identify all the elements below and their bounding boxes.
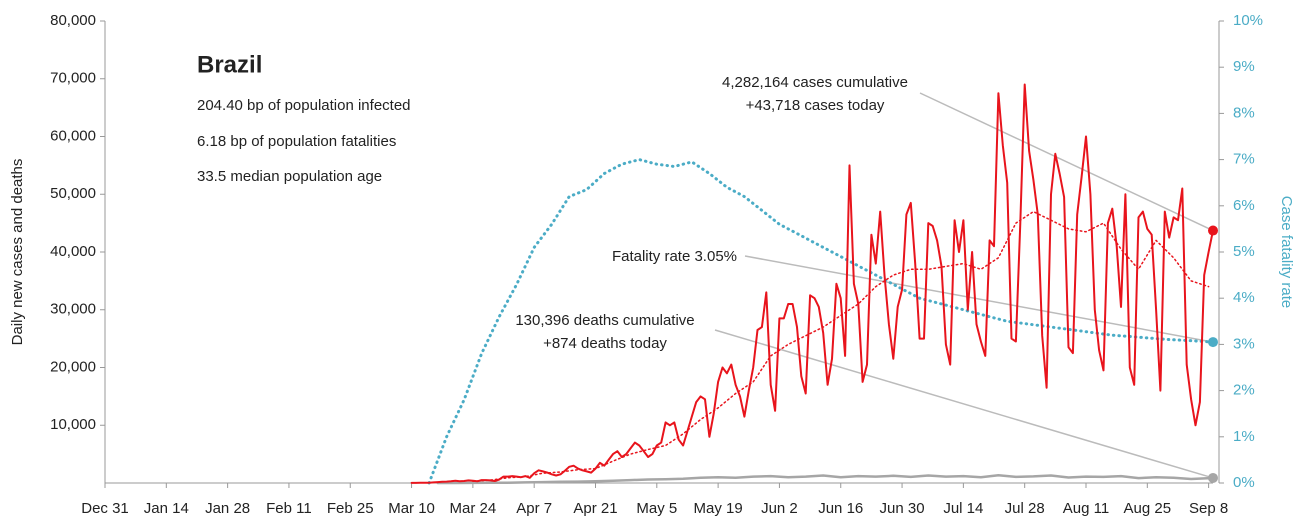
end-marker: [1208, 225, 1218, 236]
x-tick-label: Jan 28: [205, 500, 250, 517]
x-tick-label: Apr 21: [573, 500, 617, 517]
y-tick-label: 30,000: [50, 301, 96, 318]
x-tick-label: Aug 25: [1124, 500, 1172, 517]
y2-tick-label: 4%: [1233, 289, 1255, 306]
x-tick-label: Jun 16: [818, 500, 863, 517]
x-tick-label: May 19: [694, 500, 743, 517]
y-tick-label: 10,000: [50, 416, 96, 433]
x-tick-label: Mar 10: [388, 500, 435, 517]
info-line: 6.18 bp of population fatalities: [197, 133, 396, 150]
series-line: [436, 473, 1215, 485]
y2-axis-label: Case fatality rate: [1278, 196, 1295, 309]
x-tick-label: Feb 25: [327, 500, 374, 517]
x-tick-label: Jun 30: [880, 500, 925, 517]
y-tick-label: 50,000: [50, 185, 96, 202]
y2-tick-label: 3%: [1233, 335, 1255, 352]
y-tick-label: 80,000: [50, 12, 96, 29]
x-tick-label: May 5: [636, 500, 677, 517]
x-tick-label: Sep 8: [1189, 500, 1228, 517]
y-tick-label: 70,000: [50, 70, 96, 87]
series-line: [410, 83, 1214, 484]
deaths-note: +874 deaths today: [543, 335, 667, 352]
cases-note: 4,282,164 cases cumulative: [722, 74, 908, 91]
info-line: 33.5 median population age: [197, 168, 382, 185]
y2-tick-label: 7%: [1233, 151, 1255, 168]
x-tick-label: Jul 14: [943, 500, 983, 517]
y2-tick-label: 1%: [1233, 428, 1255, 445]
country-title: Brazil: [197, 51, 262, 78]
y2-tick-label: 6%: [1233, 197, 1255, 214]
y2-tick-label: 9%: [1233, 58, 1255, 75]
cases-note: +43,718 cases today: [746, 97, 885, 114]
x-tick-label: Jul 28: [1005, 500, 1045, 517]
y-axis-label: Daily new cases and deaths: [9, 159, 26, 346]
x-tick-label: Feb 11: [266, 500, 312, 517]
info-line: 204.40 bp of population infected: [197, 97, 411, 114]
leader-line: [919, 92, 1214, 232]
end-marker: [1208, 337, 1218, 348]
x-tick-label: Dec 31: [81, 500, 129, 517]
y-tick-label: 60,000: [50, 127, 96, 144]
x-tick-label: Mar 24: [450, 500, 497, 517]
end-marker: [1208, 472, 1218, 483]
y2-tick-label: 2%: [1233, 382, 1255, 399]
y2-tick-label: 0%: [1233, 474, 1255, 491]
y2-tick-label: 5%: [1233, 243, 1255, 260]
leader-line: [714, 329, 1214, 479]
x-tick-label: Jan 14: [144, 500, 189, 517]
x-tick-label: Jun 2: [761, 500, 798, 517]
y-tick-label: 20,000: [50, 358, 96, 375]
series-line: [427, 158, 1215, 485]
fatality-note: Fatality rate 3.05%: [612, 248, 737, 265]
deaths-note: 130,396 deaths cumulative: [515, 312, 694, 329]
x-tick-label: Aug 11: [1063, 500, 1109, 517]
y2-tick-label: 8%: [1233, 104, 1255, 121]
y2-tick-label: 10%: [1233, 12, 1263, 29]
y-tick-label: 40,000: [50, 243, 96, 260]
x-tick-label: Apr 7: [516, 500, 552, 517]
